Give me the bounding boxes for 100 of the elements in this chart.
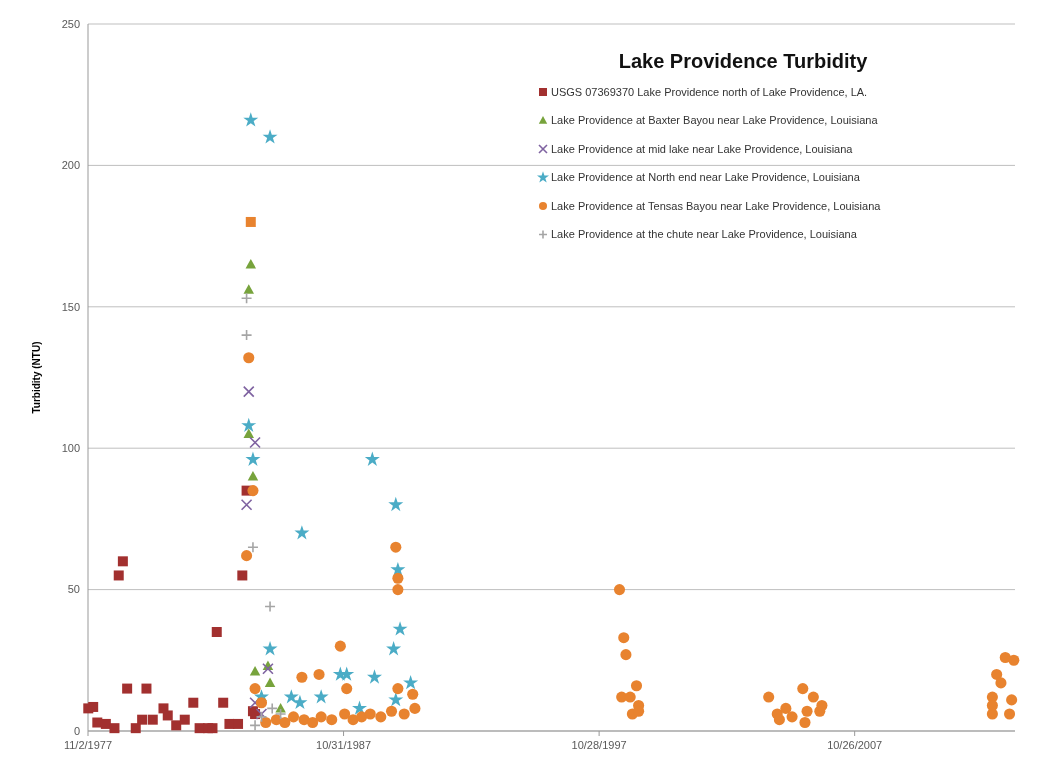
point [224,718,235,729]
point [315,711,327,723]
x-tick-label: 10/26/2007 [827,739,883,751]
point [207,723,218,734]
point [392,683,404,695]
point [786,711,798,723]
point [249,683,261,695]
point [264,600,276,613]
point [243,284,254,294]
y-tick-label: 250 [61,17,80,30]
text: Lake Providence Turbidity [618,50,869,72]
point [618,632,630,644]
point [240,329,253,341]
point [780,702,792,714]
point [1003,708,1016,720]
x-tick-label: 11/2/1977 [63,739,113,751]
point [386,641,402,656]
point [313,689,329,704]
legend-label: Lake Providence at North end near Lake Providence, Louisiana [551,171,861,184]
point [392,584,404,596]
point [88,701,99,712]
point [171,720,182,731]
point [92,717,103,728]
point [109,723,120,734]
point [392,621,408,636]
point [147,714,158,725]
point [255,697,268,709]
point [392,572,404,584]
point [162,710,173,721]
point [409,702,421,714]
point [296,671,308,683]
y-tick-label: 50 [67,583,80,596]
y-tick-label: 0 [73,724,80,737]
point [366,669,383,684]
point [237,570,248,581]
y-tick-label: 100 [61,442,80,455]
point [995,677,1007,689]
point [313,668,325,680]
legend-label: Lake Providence at mid lake near Lake Providence, Louisiana [551,142,854,155]
point [247,485,259,497]
point [763,691,775,703]
point [264,677,276,687]
point [122,683,133,694]
x-tick-label: 10/28/1997 [571,739,627,751]
legend-label: Lake Providence at Baxter Bayou near Lake Providence, Louisiana [551,114,879,127]
point [249,436,261,449]
point [242,385,255,398]
point [287,711,300,723]
point [245,258,257,269]
point [307,716,319,729]
point [339,708,351,720]
point [130,723,141,734]
point [279,716,291,729]
point [398,708,410,720]
point [799,716,811,729]
point [240,498,253,511]
point [218,697,229,708]
point [137,714,148,725]
point [326,714,338,726]
point [797,683,809,695]
point [375,711,387,723]
point [141,683,152,694]
point [390,541,402,553]
point [247,470,259,481]
point [292,694,308,710]
point [262,662,274,675]
point [334,640,346,652]
point [403,675,419,690]
point [241,417,257,432]
point [364,451,380,466]
point [388,496,404,512]
point [624,691,636,703]
point [113,570,124,581]
point [188,697,199,708]
point [240,292,253,305]
point [179,714,190,725]
point [245,216,256,227]
point [385,705,398,717]
point [243,352,255,364]
point [807,691,819,703]
point [801,705,813,717]
y-axis-title: Turbidity (NTU) [31,341,42,414]
legend-label: USGS 07369370 Lake Providence north of Lake Providence, LA. [551,85,868,98]
point [356,711,368,723]
point [620,649,632,661]
legend-label: Lake Providence at Tensas Bayou near Lake Providence, Louisiana [551,199,882,212]
point [211,627,222,638]
point [294,525,310,540]
x-tick-label: 10/31/1987 [316,739,372,751]
point [773,714,785,726]
point [247,541,259,553]
point [407,688,419,700]
y-tick-label: 200 [61,159,80,172]
point [241,550,253,562]
y-tick-label: 150 [61,300,80,313]
point [243,428,254,439]
point [249,666,261,676]
point [233,718,244,729]
point [364,708,376,720]
legend-label: Lake Providence at the chute near Lake Providence, Louisiana [551,228,858,241]
